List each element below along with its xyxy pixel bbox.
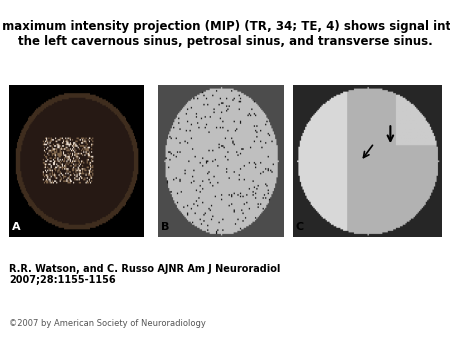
Text: AMERICAN JOURNAL OF NEURORADIOLOGY: AMERICAN JOURNAL OF NEURORADIOLOGY <box>263 306 398 311</box>
Text: A: A <box>12 222 20 232</box>
Text: AJNR: AJNR <box>289 270 373 299</box>
Text: B: B <box>161 222 169 232</box>
Text: A, Axial MRA maximum intensity projection (MIP) (TR, 34; TE, 4) shows signal int: A, Axial MRA maximum intensity projectio… <box>0 20 450 48</box>
Text: C: C <box>296 222 304 232</box>
Text: ©2007 by American Society of Neuroradiology: ©2007 by American Society of Neuroradiol… <box>9 319 206 328</box>
Text: R.R. Watson, and C. Russo AJNR Am J Neuroradiol
2007;28:1155-1156: R.R. Watson, and C. Russo AJNR Am J Neur… <box>9 264 280 285</box>
